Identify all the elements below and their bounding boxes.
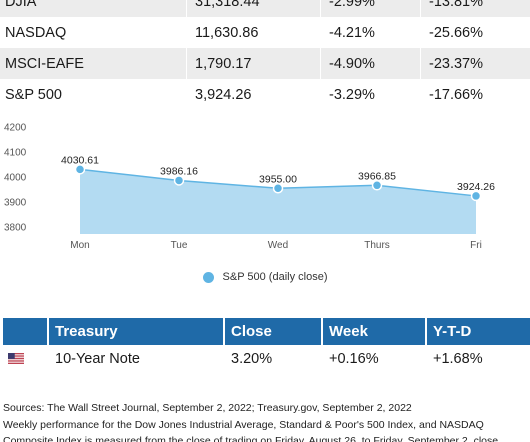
market-row-nasdaq: NASDAQ 11,630.86 -4.21% -25.66% bbox=[0, 17, 530, 48]
index-week-change: -2.99% bbox=[320, 0, 420, 17]
index-week-change: -3.29% bbox=[320, 79, 420, 110]
y-tick-label: 4200 bbox=[4, 123, 27, 134]
data-label: 3924.26 bbox=[457, 181, 495, 193]
us-flag-icon bbox=[8, 353, 24, 364]
header-treasury: Treasury bbox=[47, 318, 223, 345]
treasury-header-row: Treasury Close Week Y-T-D bbox=[3, 318, 530, 345]
legend-marker-icon bbox=[202, 271, 214, 283]
market-row-sp500: S&P 500 3,924.26 -3.29% -17.66% bbox=[0, 79, 530, 110]
index-ytd-change: -17.66% bbox=[420, 79, 530, 110]
flag-cell bbox=[3, 345, 47, 372]
y-tick-label: 4100 bbox=[4, 148, 27, 159]
data-point bbox=[272, 183, 284, 194]
data-point bbox=[470, 190, 482, 202]
data-point bbox=[173, 175, 185, 186]
y-tick-label: 3900 bbox=[4, 198, 27, 209]
data-point bbox=[371, 180, 383, 191]
x-tick-label: Wed bbox=[268, 240, 288, 251]
index-ytd-change: -23.37% bbox=[420, 48, 530, 79]
index-name: S&P 500 bbox=[5, 86, 62, 103]
market-row-msci-eafe: MSCI-EAFE 1,790.17 -4.90% -23.37% bbox=[0, 48, 530, 79]
treasury-name: 10-Year Note bbox=[55, 350, 140, 367]
index-value: 11,630.86 bbox=[186, 17, 320, 48]
sources-note: Sources: The Wall Street Journal, Septem… bbox=[3, 400, 530, 442]
methodology-line: Composite Index is measured from the clo… bbox=[3, 435, 502, 442]
treasury-week: +0.16% bbox=[329, 350, 379, 367]
index-ytd-change: -13.81% bbox=[420, 0, 530, 17]
index-week-change: -4.90% bbox=[320, 48, 420, 79]
data-label: 3966.85 bbox=[358, 170, 396, 182]
treasury-ytd: +1.68% bbox=[433, 350, 483, 367]
y-tick-label: 4000 bbox=[4, 173, 27, 184]
header-close: Close bbox=[223, 318, 321, 345]
methodology-line: Weekly performance for the Dow Jones Ind… bbox=[3, 418, 484, 431]
x-tick-label: Tue bbox=[171, 240, 188, 251]
index-ytd-change: -25.66% bbox=[420, 17, 530, 48]
chart-legend: S&P 500 (daily close) bbox=[0, 271, 530, 283]
treasury-close: 3.20% bbox=[231, 350, 273, 367]
index-value: 31,318.44 bbox=[186, 0, 320, 17]
x-tick-label: Mon bbox=[70, 240, 89, 251]
data-label: 3955.00 bbox=[259, 173, 297, 185]
header-week: Week bbox=[321, 318, 425, 345]
sources-line: Sources: The Wall Street Journal, Septem… bbox=[3, 402, 412, 414]
market-table: DJIA 31,318.44 -2.99% -13.81% NASDAQ 11,… bbox=[0, 0, 530, 110]
index-name: MSCI-EAFE bbox=[5, 55, 84, 72]
index-week-change: -4.21% bbox=[320, 17, 420, 48]
x-tick-label: Thurs bbox=[364, 240, 390, 251]
data-point bbox=[74, 164, 86, 175]
index-name: DJIA bbox=[5, 0, 37, 10]
data-label: 4030.61 bbox=[61, 154, 99, 166]
header-ytd: Y-T-D bbox=[425, 318, 530, 345]
sp500-daily-chart: 4200 4100 4000 3900 3800 4030.61 3986.16 3955.0… bbox=[0, 116, 530, 256]
y-tick-label: 3800 bbox=[4, 223, 27, 234]
treasury-table: Treasury Close Week Y-T-D 10-Year Note 3… bbox=[3, 318, 530, 372]
legend-label: S&P 500 (daily close) bbox=[222, 271, 328, 283]
chart-canvas: 4200 4100 4000 3900 3800 4030.61 3986.16 3955.0… bbox=[4, 123, 495, 252]
market-row-djia: DJIA 31,318.44 -2.99% -13.81% bbox=[0, 0, 530, 17]
data-label: 3986.16 bbox=[160, 165, 198, 177]
x-tick-label: Fri bbox=[470, 240, 482, 251]
index-value: 1,790.17 bbox=[186, 48, 320, 79]
header-spacer bbox=[3, 318, 47, 345]
index-value: 3,924.26 bbox=[186, 79, 320, 110]
treasury-row-10yr: 10-Year Note 3.20% +0.16% +1.68% bbox=[3, 345, 530, 372]
index-name: NASDAQ bbox=[5, 24, 67, 41]
